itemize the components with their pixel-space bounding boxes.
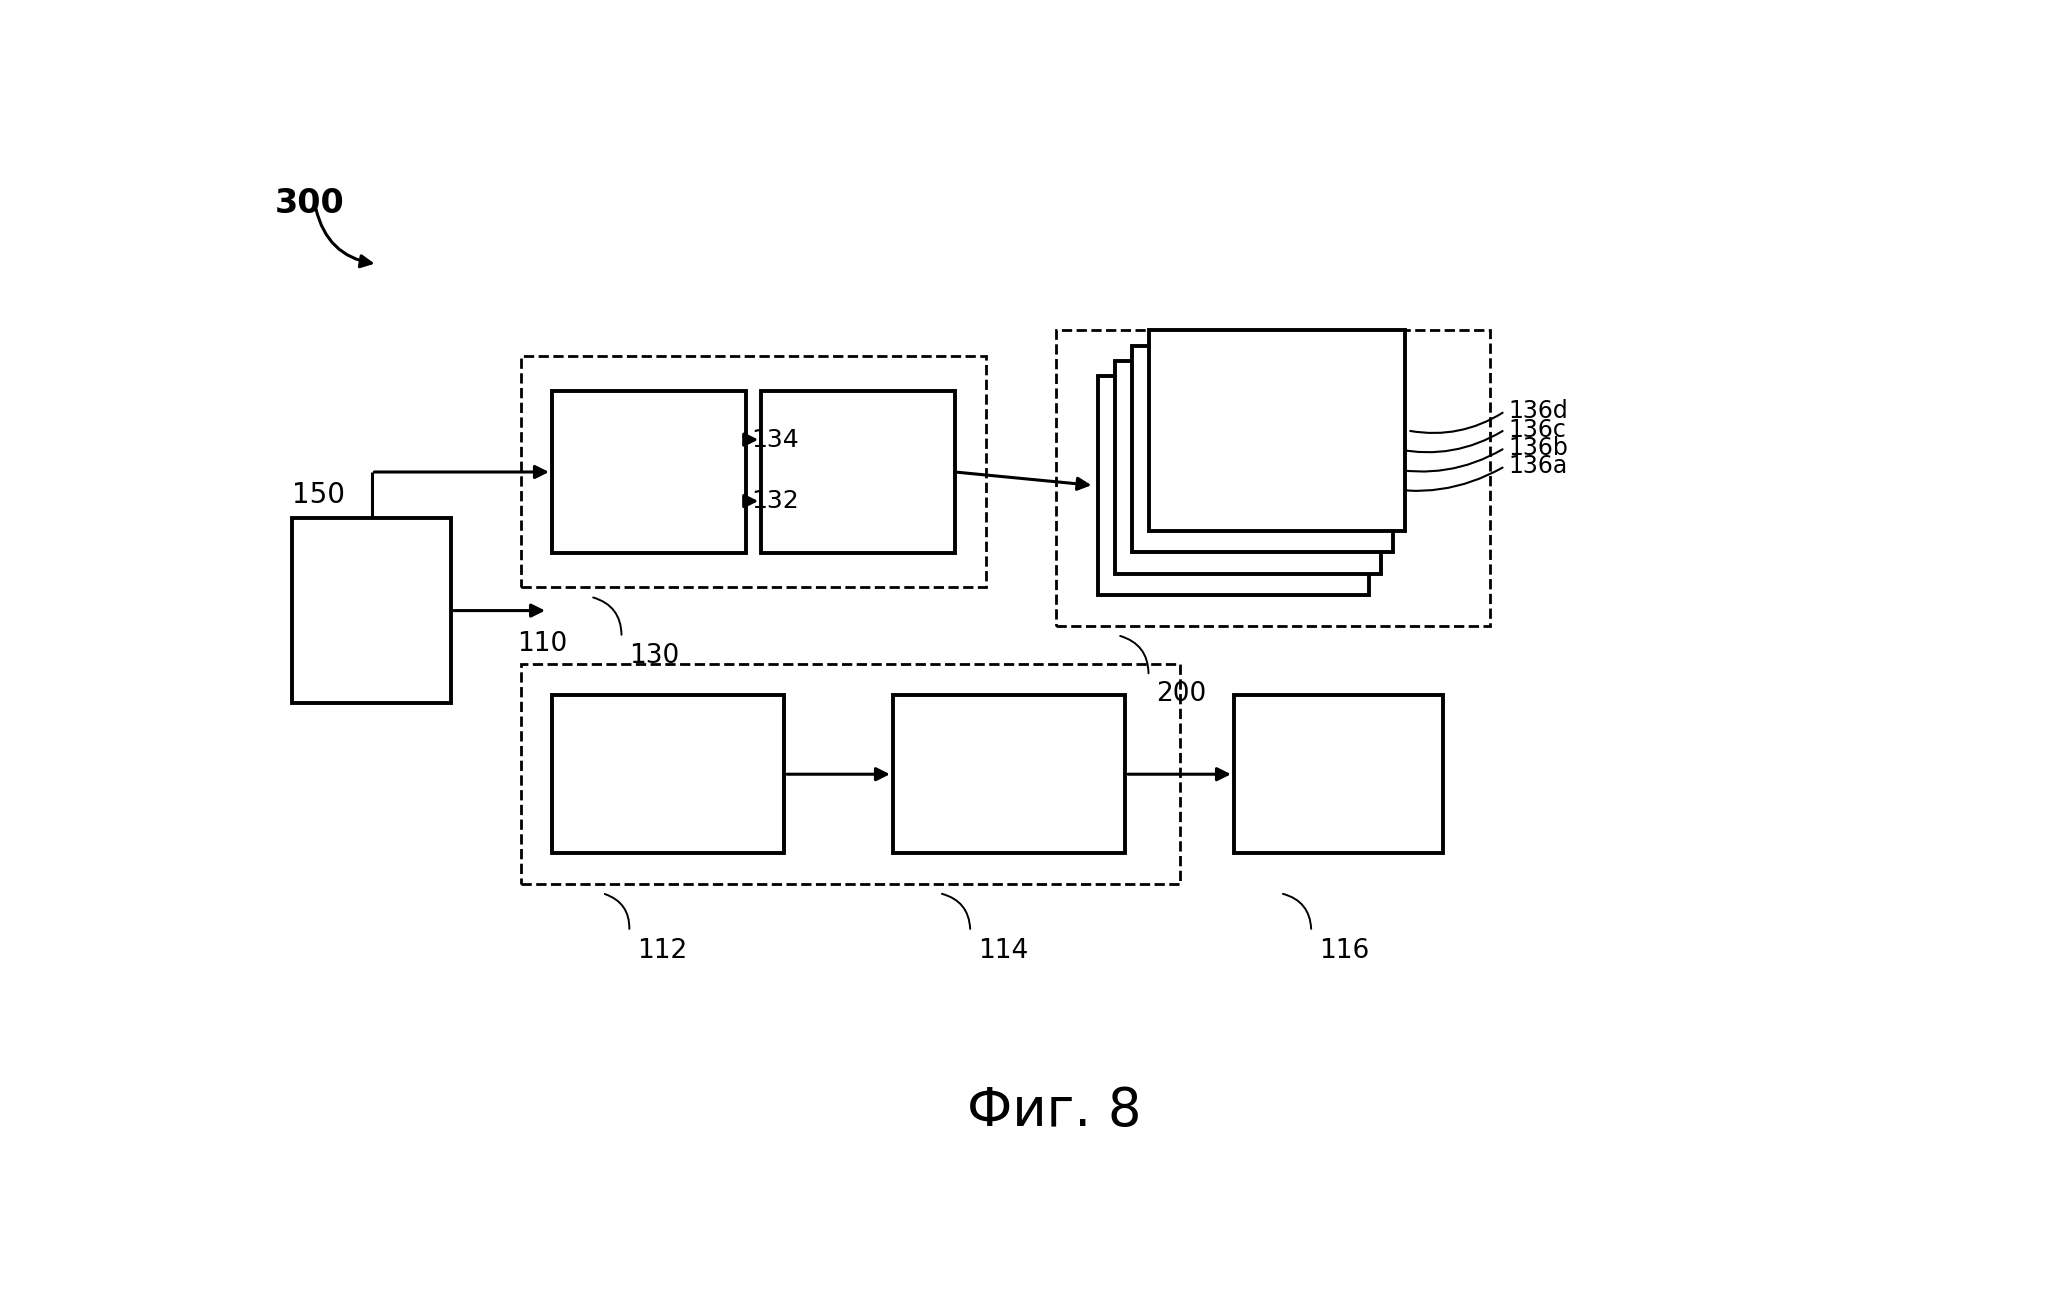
Bar (761, 391, 955, 553)
Text: 136d: 136d (1509, 399, 1568, 424)
Text: 300: 300 (274, 187, 344, 220)
Text: 132: 132 (751, 489, 799, 513)
Text: 136b: 136b (1509, 435, 1568, 460)
Text: 150: 150 (292, 481, 346, 509)
Text: 114: 114 (978, 938, 1029, 964)
Text: 112: 112 (638, 938, 687, 964)
Bar (1148, 330, 1406, 530)
Text: 110: 110 (517, 631, 568, 657)
Bar (1132, 346, 1393, 552)
Bar (292, 518, 451, 702)
Bar (1233, 695, 1443, 853)
Bar (552, 695, 784, 853)
Text: Фиг. 8: Фиг. 8 (967, 1085, 1142, 1137)
Bar (1056, 329, 1490, 626)
Text: 136c: 136c (1509, 417, 1566, 442)
Bar (893, 695, 1126, 853)
Bar (552, 391, 745, 553)
Bar (521, 356, 986, 587)
Bar (521, 665, 1179, 884)
Text: 200: 200 (1157, 682, 1206, 708)
Text: 116: 116 (1319, 938, 1369, 964)
Bar (1099, 376, 1369, 595)
Text: 130: 130 (630, 643, 679, 669)
Text: 134: 134 (751, 428, 799, 451)
Bar (1115, 360, 1381, 574)
Text: 136a: 136a (1509, 454, 1568, 478)
